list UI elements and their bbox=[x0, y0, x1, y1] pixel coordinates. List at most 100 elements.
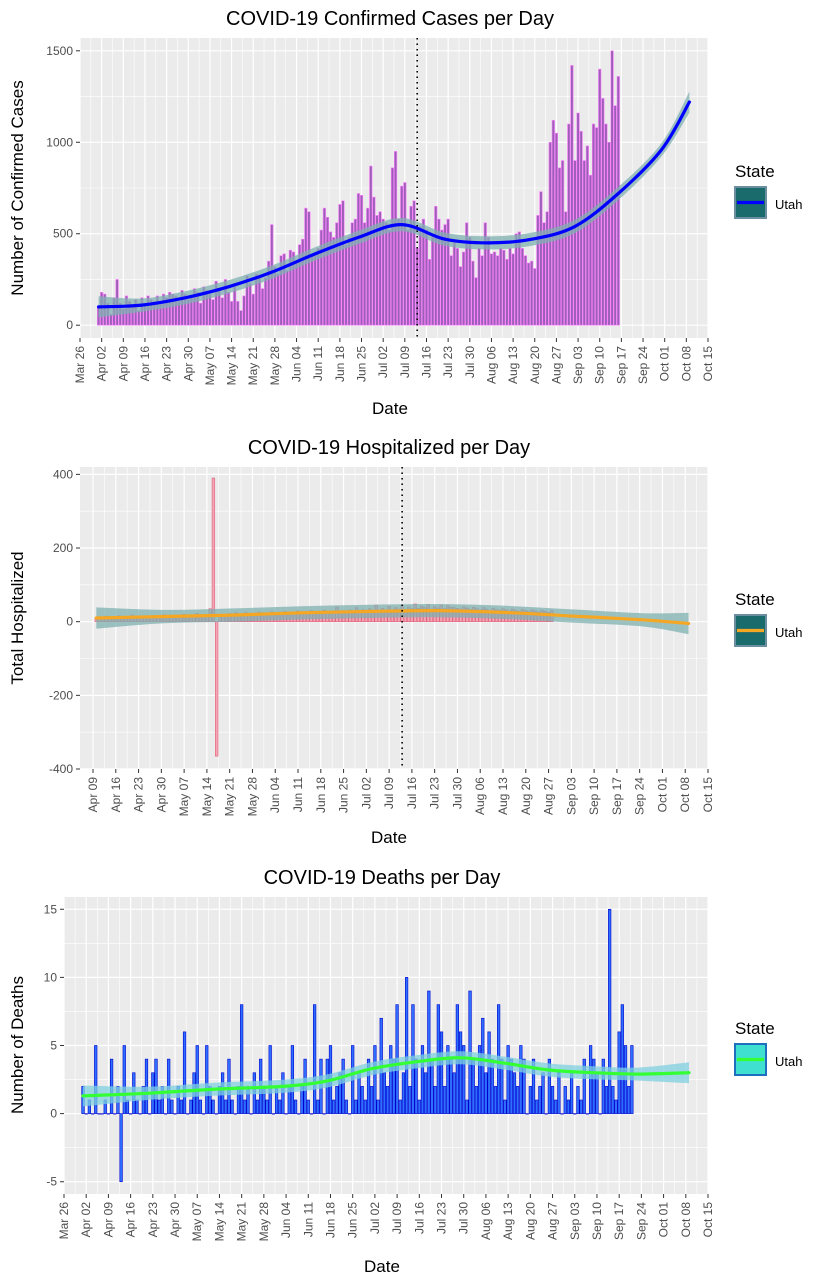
bar bbox=[452, 1072, 456, 1114]
legend: State Utah bbox=[734, 590, 802, 647]
bar bbox=[122, 1045, 126, 1114]
legend: State Utah bbox=[734, 162, 802, 219]
bar bbox=[211, 299, 215, 326]
bar bbox=[592, 1058, 596, 1114]
bar bbox=[604, 1086, 609, 1114]
x-tick-label: Oct 15 bbox=[701, 1202, 715, 1238]
bar bbox=[465, 1099, 469, 1114]
bar bbox=[230, 301, 234, 326]
x-tick-label: Oct 15 bbox=[701, 777, 715, 813]
bar bbox=[389, 1045, 393, 1114]
bar bbox=[535, 1099, 539, 1114]
bar bbox=[338, 204, 342, 326]
x-tick-label: Sep 24 bbox=[633, 777, 647, 815]
x-tick-label: Aug 27 bbox=[546, 1202, 560, 1240]
bar bbox=[465, 222, 469, 326]
bar bbox=[161, 293, 166, 326]
bar bbox=[627, 1086, 631, 1114]
bar bbox=[560, 1113, 564, 1115]
bar bbox=[201, 1113, 206, 1115]
bar bbox=[424, 229, 429, 326]
bar bbox=[477, 1045, 482, 1114]
bar bbox=[220, 297, 224, 326]
bar bbox=[265, 1099, 269, 1114]
bar bbox=[260, 288, 265, 326]
x-tick-label: May 14 bbox=[200, 777, 214, 817]
bar bbox=[517, 231, 521, 326]
bar bbox=[561, 160, 565, 326]
bar bbox=[588, 174, 593, 326]
bar bbox=[508, 248, 512, 326]
bar bbox=[369, 165, 373, 326]
x-tick-label: Jul 09 bbox=[382, 777, 396, 809]
bar bbox=[557, 167, 562, 326]
chart-confirmed-cases: COVID-19 Confirmed Cases per Day 0 500 100… bbox=[8, 8, 802, 418]
bar bbox=[370, 1086, 374, 1114]
bar bbox=[363, 222, 367, 326]
bar bbox=[462, 251, 466, 326]
legend-title: State bbox=[735, 162, 775, 181]
x-tick-label: Apr 16 bbox=[109, 777, 123, 813]
bar bbox=[297, 1113, 301, 1115]
x-tick-label: Apr 09 bbox=[86, 777, 100, 813]
bar bbox=[236, 301, 240, 326]
bar bbox=[179, 1099, 183, 1114]
bar bbox=[332, 237, 336, 326]
bar bbox=[458, 1031, 463, 1114]
bar bbox=[335, 1086, 339, 1114]
bar bbox=[353, 218, 357, 326]
y-tick-label: 0 bbox=[50, 1107, 57, 1121]
grid-lines bbox=[80, 467, 709, 770]
x-tick-label: Oct 08 bbox=[679, 346, 693, 382]
x-tick-label: Sep 17 bbox=[614, 346, 628, 384]
bar bbox=[545, 211, 549, 326]
bar bbox=[446, 218, 450, 326]
bar bbox=[585, 145, 589, 326]
bar bbox=[359, 195, 364, 326]
bar bbox=[418, 226, 422, 326]
bar bbox=[398, 1099, 402, 1114]
bar bbox=[341, 1058, 345, 1114]
y-axis-title: Total Hospitalized bbox=[8, 551, 27, 684]
x-tick-label: Sep 10 bbox=[587, 777, 601, 815]
x-tick-label: Mar 26 bbox=[57, 1202, 71, 1240]
x-tick-label: May 21 bbox=[246, 346, 260, 386]
bar bbox=[505, 259, 509, 326]
bar bbox=[90, 1113, 95, 1115]
x-tick-label: Jun 25 bbox=[346, 1202, 360, 1238]
bar bbox=[431, 237, 435, 326]
bar bbox=[199, 302, 203, 326]
x-tick-label: Jul 02 bbox=[359, 777, 373, 809]
x-tick-label: Jun 25 bbox=[337, 777, 351, 813]
x-tick-label: May 21 bbox=[223, 777, 237, 817]
bar bbox=[405, 977, 409, 1114]
x-tick-label: Apr 30 bbox=[154, 777, 168, 813]
y-tick-label: 500 bbox=[53, 227, 73, 241]
bar bbox=[170, 1099, 174, 1114]
bar bbox=[257, 277, 262, 326]
x-tick-label: Jun 18 bbox=[333, 346, 347, 382]
bar bbox=[608, 908, 612, 1114]
x-tick-label: Sep 03 bbox=[568, 1202, 582, 1240]
x-tick-label: Apr 16 bbox=[138, 346, 152, 382]
x-tick-label: Jun 04 bbox=[268, 777, 282, 813]
bar bbox=[94, 1045, 98, 1114]
x-tick-label: May 07 bbox=[190, 1202, 204, 1242]
legend-label: Utah bbox=[775, 197, 802, 212]
y-tick-label: 0 bbox=[66, 615, 73, 629]
bar bbox=[182, 1031, 187, 1114]
bar bbox=[576, 1086, 580, 1114]
bar bbox=[554, 1099, 558, 1114]
x-tick-label: Oct 08 bbox=[679, 1202, 693, 1238]
bar bbox=[443, 1086, 447, 1114]
bar bbox=[138, 1113, 142, 1115]
bar bbox=[421, 218, 425, 326]
bar bbox=[180, 290, 184, 326]
bar bbox=[400, 185, 404, 326]
bar bbox=[251, 293, 255, 326]
bar bbox=[332, 1099, 336, 1114]
x-tick-label: Sep 24 bbox=[634, 1202, 648, 1240]
x-tick-label: Jul 30 bbox=[451, 777, 465, 809]
x-tick-label: Jul 09 bbox=[390, 1202, 404, 1234]
trend-layer bbox=[81, 1051, 691, 1107]
